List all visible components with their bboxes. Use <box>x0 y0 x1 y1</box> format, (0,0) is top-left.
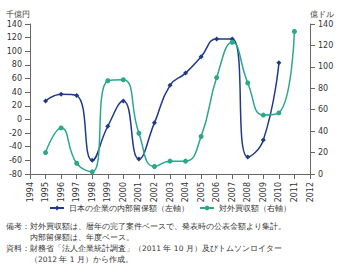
svg-text:千億円: 千億円 <box>6 10 30 19</box>
svg-text:2003: 2003 <box>166 182 175 202</box>
svg-text:60: 60 <box>12 74 22 83</box>
svg-text:2002: 2002 <box>150 182 159 202</box>
svg-text:2006: 2006 <box>212 182 221 202</box>
svg-text:資料：財務省「法人企業統計調査」（2011 年 10 月）及: 資料：財務省「法人企業統計調査」（2011 年 10 月）及びトムソンロイター <box>6 244 282 253</box>
svg-text:2004: 2004 <box>181 182 190 202</box>
svg-text:2007: 2007 <box>228 182 237 202</box>
svg-text:2011: 2011 <box>290 182 299 202</box>
svg-text:億ドル: 億ドル <box>310 10 334 19</box>
svg-text:80: 80 <box>12 60 22 69</box>
svg-text:120: 120 <box>318 41 333 50</box>
svg-text:100: 100 <box>318 62 333 71</box>
svg-text:2009: 2009 <box>259 182 268 202</box>
svg-text:1996: 1996 <box>57 182 66 202</box>
svg-text:2001: 2001 <box>134 182 143 202</box>
svg-text:140: 140 <box>318 20 333 29</box>
svg-text:0: 0 <box>17 115 22 124</box>
svg-text:（2012 年 1 月）から作成。: （2012 年 1 月）から作成。 <box>6 255 133 264</box>
svg-text:-20: -20 <box>9 129 22 138</box>
svg-text:40: 40 <box>12 88 22 97</box>
svg-text:20: 20 <box>318 148 328 157</box>
svg-text:1995: 1995 <box>41 182 50 202</box>
svg-text:備考：対外買収額は、暦年の完了案件ベースで、発表時の公表金額: 備考：対外買収額は、暦年の完了案件ベースで、発表時の公表金額より集計。 <box>6 222 286 231</box>
svg-text:-40: -40 <box>9 142 22 151</box>
svg-text:対外買収額（右軸）: 対外買収額（右軸） <box>219 204 291 213</box>
svg-text:120: 120 <box>7 33 22 42</box>
svg-text:40: 40 <box>318 127 328 136</box>
svg-text:1999: 1999 <box>103 182 112 202</box>
svg-text:1997: 1997 <box>72 182 81 202</box>
svg-text:-80: -80 <box>9 170 22 179</box>
svg-text:100: 100 <box>7 47 22 56</box>
svg-text:60: 60 <box>318 105 328 114</box>
svg-text:2000: 2000 <box>119 182 128 202</box>
svg-text:2010: 2010 <box>274 182 283 202</box>
svg-text:1994: 1994 <box>26 182 35 202</box>
svg-text:1998: 1998 <box>88 182 97 202</box>
svg-text:140: 140 <box>7 20 22 29</box>
svg-text:2012: 2012 <box>306 182 315 202</box>
svg-text:内部留保額は、年度ベース。: 内部留保額は、年度ベース。 <box>6 233 134 242</box>
svg-text:20: 20 <box>12 101 22 110</box>
svg-text:2008: 2008 <box>243 182 252 202</box>
svg-text:日本の企業の内部留保額（左軸）: 日本の企業の内部留保額（左軸） <box>69 204 189 213</box>
svg-text:2005: 2005 <box>197 182 206 202</box>
svg-text:80: 80 <box>318 84 328 93</box>
svg-text:0: 0 <box>318 170 323 179</box>
svg-text:-60: -60 <box>9 156 22 165</box>
